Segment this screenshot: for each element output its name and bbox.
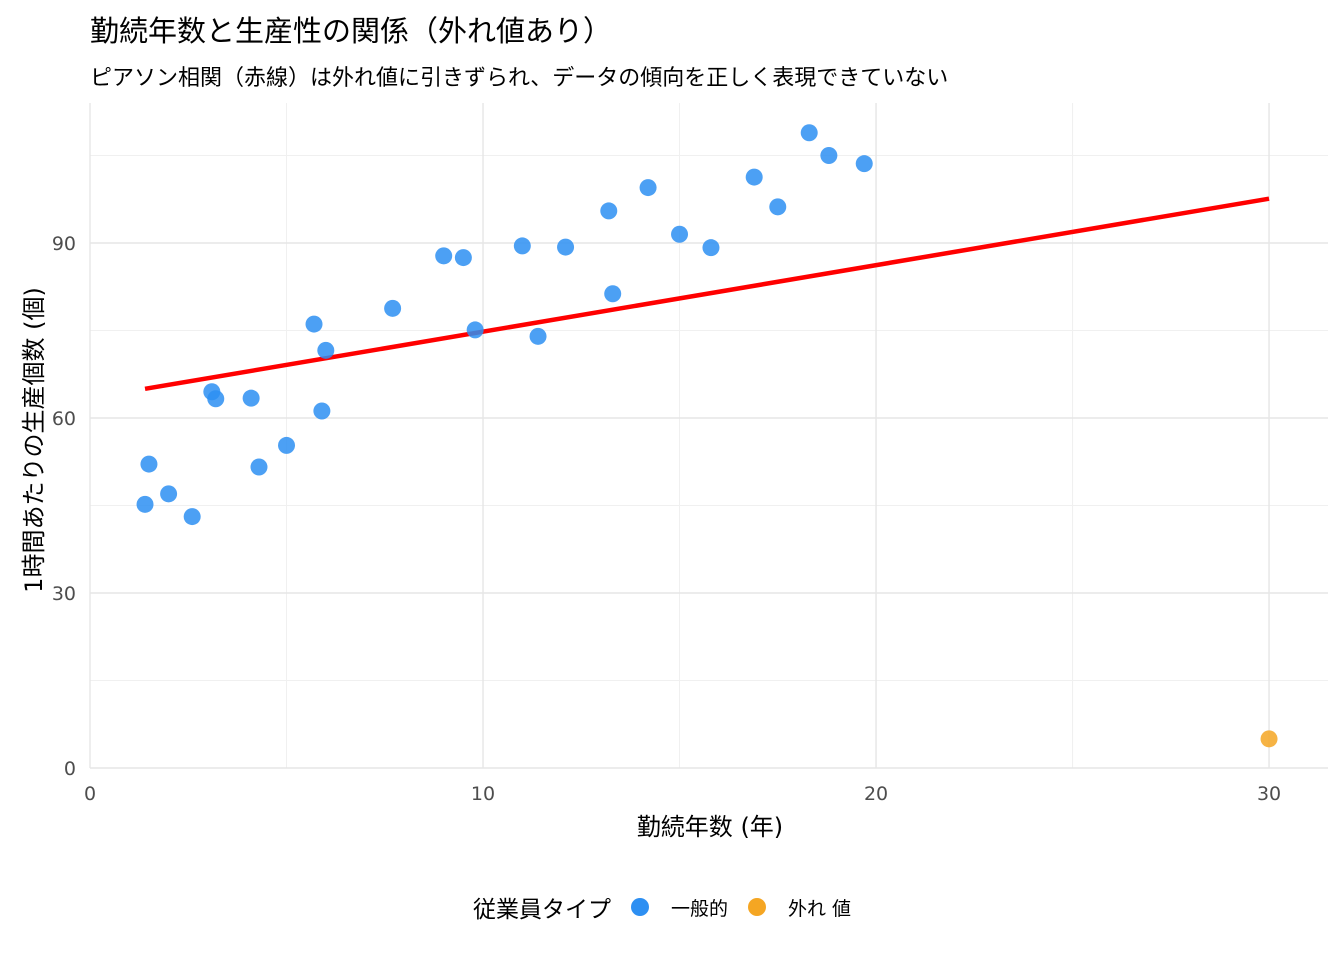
data-point-typical [454,249,472,267]
x-tick-label: 20 [864,783,888,805]
data-point-typical [466,321,484,339]
x-tick-label: 30 [1257,783,1281,805]
data-point-typical [600,202,618,220]
data-point-typical [317,341,335,359]
legend: 従業員タイプ 一般的 外れ 値 [0,890,1344,924]
legend-label-outlier: 外れ 値 [787,897,852,920]
pearson-regression-line [144,196,1270,392]
legend-item-typical: 一般的 [630,894,728,921]
data-point-typical [183,508,201,526]
legend-key-typical [630,898,649,916]
legend-key-outlier [747,898,766,916]
y-tick-label: 60 [52,408,76,430]
data-point-typical [136,495,154,513]
data-point-typical [800,124,818,142]
data-point-typical [140,455,158,473]
data-point-typical [305,315,323,333]
y-tick-label: 30 [52,583,76,605]
data-point-typical [820,147,838,164]
data-point-typical [745,168,763,186]
data-point-typical [557,238,575,256]
data-point-typical [207,390,225,408]
regression-layer [144,196,1270,392]
data-point-typical [769,198,787,216]
data-point-typical [160,485,178,503]
data-point-typical [250,458,268,476]
data-point-typical [242,389,260,407]
data-point-outlier [1260,730,1278,748]
data-point-typical [604,285,622,303]
data-point-typical [855,155,873,173]
x-tick-label: 10 [471,783,495,805]
y-tick-label: 90 [52,233,76,255]
legend-title: 従業員タイプ [472,897,611,923]
y-tick-label: 0 [64,758,76,780]
data-point-typical [278,436,296,454]
x-axis-title: 勤続年数 (年) [637,813,783,841]
data-point-typical [671,225,689,243]
tick-labels: 0 10 20 30 0 30 60 90 [52,233,1281,805]
chart-title: 勤続年数と生産性の関係（外れ値あり） [90,14,613,48]
data-point-typical [513,237,531,255]
grid-lines [89,103,1328,769]
data-point-typical [639,179,657,197]
legend-item-outlier: 外れ 値 [747,894,852,921]
data-point-typical [435,247,453,265]
y-axis-title: 1時間あたりの生産個数 (個) [20,287,48,593]
points-layer [136,124,1278,748]
data-point-typical [702,239,720,257]
data-point-typical [313,402,331,420]
data-point-typical [384,299,402,317]
data-point-typical [529,327,547,345]
x-tick-label: 0 [84,783,96,805]
legend-label-typical: 一般的 [670,897,728,920]
chart-subtitle: ピアソン相関（赤線）は外れ値に引きずられ、データの傾向を正しく表現できていない [90,66,949,91]
